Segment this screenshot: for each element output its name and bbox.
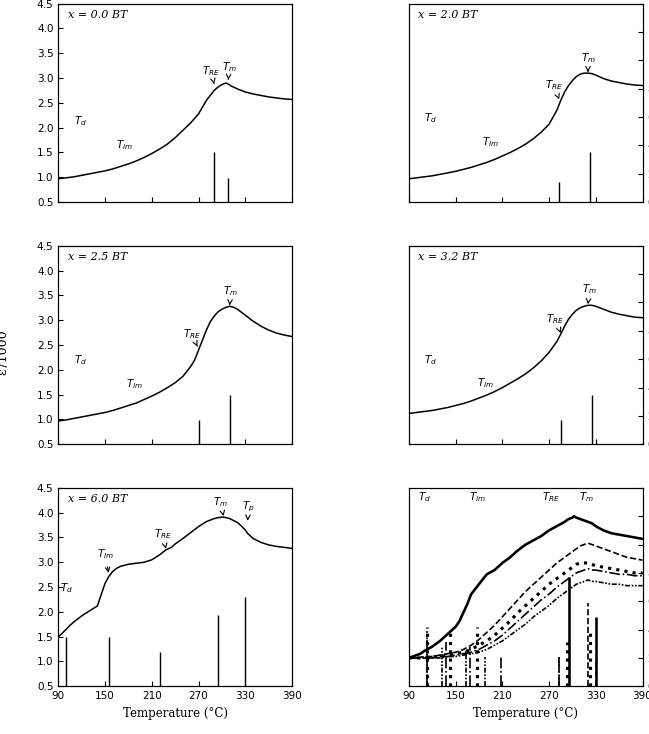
Text: $T_{lm}$: $T_{lm}$: [482, 135, 499, 148]
Text: $T_{RE}$: $T_{RE}$: [542, 491, 559, 504]
Text: $T_m$: $T_m$: [579, 491, 594, 504]
Text: $T_{lm}$: $T_{lm}$: [127, 377, 143, 390]
Text: $T_d$: $T_d$: [60, 581, 73, 595]
Text: $T_d$: $T_d$: [424, 354, 437, 367]
Text: x = 3.2 BT: x = 3.2 BT: [418, 252, 478, 262]
Text: $T_p$: $T_p$: [242, 499, 255, 520]
Text: $T_m$: $T_m$: [213, 495, 228, 515]
Text: x = 2.0 BT: x = 2.0 BT: [418, 10, 478, 20]
Text: x = 2.5 BT: x = 2.5 BT: [67, 252, 127, 262]
Text: x = 6.0 BT: x = 6.0 BT: [67, 494, 127, 504]
X-axis label: Temperature (°C): Temperature (°C): [123, 707, 228, 720]
Text: $T_m$: $T_m$: [223, 285, 238, 305]
Text: $T_m$: $T_m$: [581, 51, 595, 71]
Text: $T_{RE}$: $T_{RE}$: [545, 79, 563, 98]
Text: $T_m$: $T_m$: [582, 283, 597, 303]
Text: ε′/1000: ε′/1000: [0, 330, 10, 375]
Text: $T_{RE}$: $T_{RE}$: [546, 313, 564, 332]
Text: $T_d$: $T_d$: [74, 114, 87, 128]
Text: $T_{RE}$: $T_{RE}$: [202, 65, 220, 84]
Text: x = 0.0 BT: x = 0.0 BT: [67, 10, 127, 20]
Text: $T_{lm}$: $T_{lm}$: [477, 376, 494, 390]
Text: $T_{RE}$: $T_{RE}$: [154, 528, 172, 548]
Text: $T_d$: $T_d$: [74, 354, 87, 367]
Text: $T_{lm}$: $T_{lm}$: [97, 548, 114, 572]
X-axis label: Temperature (°C): Temperature (°C): [473, 707, 578, 720]
Text: $T_{lm}$: $T_{lm}$: [469, 491, 486, 504]
Text: $T_d$: $T_d$: [418, 491, 431, 504]
Text: $T_d$: $T_d$: [424, 112, 437, 126]
Text: $T_{RE}$: $T_{RE}$: [182, 327, 201, 346]
Text: $T_m$: $T_m$: [221, 60, 236, 80]
Text: $T_{lm}$: $T_{lm}$: [116, 138, 133, 151]
